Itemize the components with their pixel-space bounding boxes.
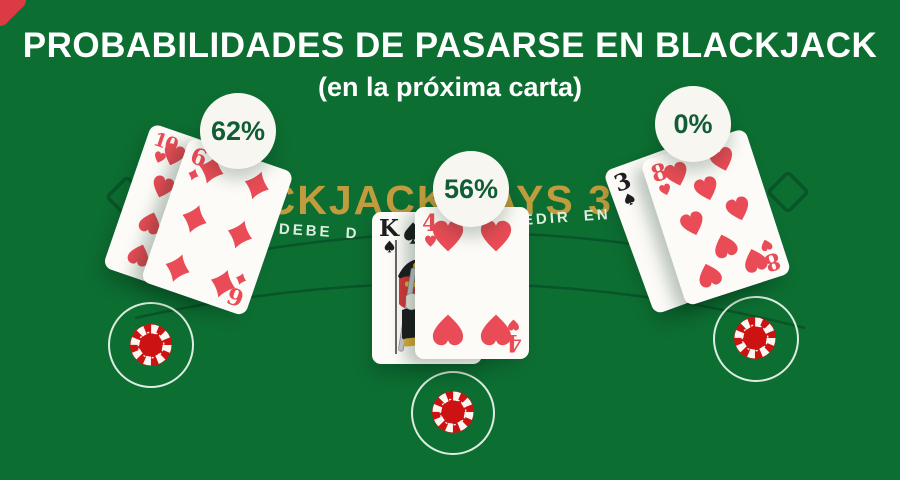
heart-pip-icon bbox=[708, 228, 742, 262]
heart-pip-icon bbox=[430, 311, 466, 347]
betting-circle-right bbox=[713, 296, 799, 382]
heart-pip-icon bbox=[424, 235, 437, 248]
page-title: PROBABILIDADES DE PASARSE EN BLACKJACK bbox=[22, 26, 878, 65]
page-subtitle: (en la próxima carta) bbox=[317, 72, 583, 102]
betting-circle-center bbox=[411, 371, 495, 455]
bust-probability-badge-right: 0% bbox=[655, 86, 731, 162]
card-corner-index: K bbox=[379, 217, 399, 253]
card-corner-index: 4 bbox=[506, 318, 522, 356]
spade-pip-icon bbox=[383, 240, 396, 253]
diamond-pip-icon bbox=[237, 166, 276, 205]
card-corner-index: 4 bbox=[422, 212, 438, 248]
heart-pip-icon bbox=[722, 193, 756, 227]
heart-pip-icon bbox=[692, 257, 726, 291]
card-corner-index: 3 bbox=[611, 167, 639, 209]
bust-probability-badge-center: 56% bbox=[433, 151, 509, 227]
heart-pip-icon bbox=[690, 173, 724, 207]
casino-chip-left-icon bbox=[130, 324, 172, 366]
card-4-hearts: 4 4 bbox=[415, 207, 529, 359]
betting-circle-left bbox=[108, 302, 194, 388]
casino-chip-center-icon bbox=[432, 391, 474, 433]
diamond-pip-icon bbox=[158, 248, 197, 287]
heart-pip-icon bbox=[676, 208, 710, 242]
diamond-flourish-right-icon bbox=[767, 171, 809, 213]
diamond-pip-icon bbox=[220, 215, 259, 254]
casino-chip-right-icon bbox=[734, 317, 776, 359]
bust-probability-badge-left: 62% bbox=[200, 93, 276, 169]
diamond-pip-icon bbox=[175, 199, 214, 238]
